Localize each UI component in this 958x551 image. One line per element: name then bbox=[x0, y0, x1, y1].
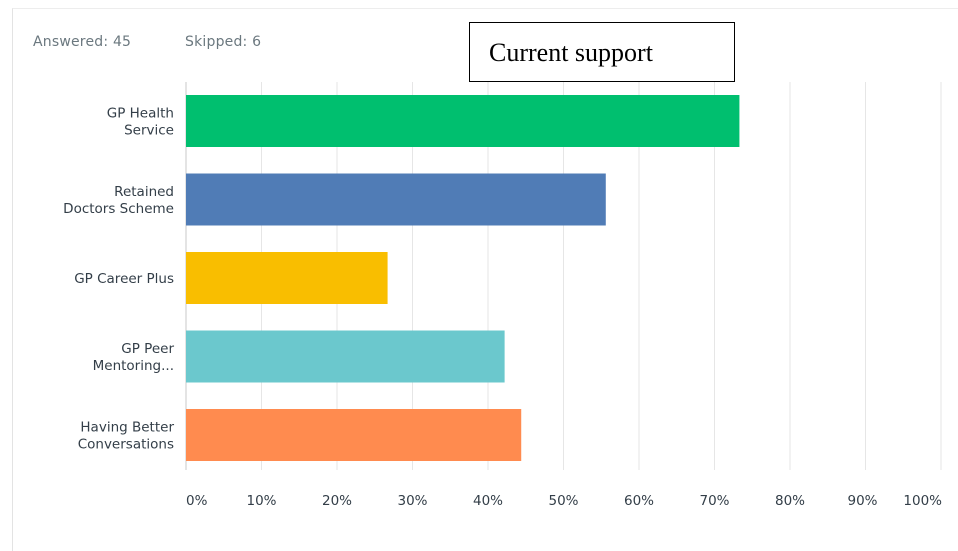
current-support-annotation: Current support bbox=[469, 22, 735, 82]
category-label: GP Career Plus bbox=[74, 271, 174, 287]
category-label: Service bbox=[124, 123, 174, 139]
answered-label: Answered: bbox=[33, 34, 109, 50]
x-tick-label: 80% bbox=[775, 493, 805, 509]
category-label: GP Health bbox=[107, 106, 174, 122]
bar bbox=[186, 409, 522, 461]
x-tick-label: 70% bbox=[699, 493, 729, 509]
bar bbox=[186, 173, 606, 226]
x-tick-label: 0% bbox=[186, 493, 208, 509]
chart-frame bbox=[12, 8, 958, 551]
skipped-value: 6 bbox=[252, 34, 262, 50]
skipped-label: Skipped: bbox=[185, 34, 248, 50]
bar bbox=[186, 95, 740, 147]
x-tick-label: 40% bbox=[473, 493, 503, 509]
x-tick-label: 90% bbox=[847, 493, 877, 509]
category-label: Having Better bbox=[80, 420, 174, 436]
bar bbox=[186, 330, 505, 383]
x-tick-label: 30% bbox=[397, 493, 427, 509]
answered-count: Answered: 45 bbox=[33, 34, 131, 50]
x-tick-label: 50% bbox=[548, 493, 578, 509]
x-tick-label: 20% bbox=[322, 493, 352, 509]
category-label: Conversations bbox=[78, 437, 174, 453]
answered-value: 45 bbox=[112, 34, 132, 50]
x-tick-label: 60% bbox=[624, 493, 654, 509]
bar bbox=[186, 252, 388, 304]
skipped-count: Skipped: 6 bbox=[185, 34, 261, 50]
category-label: Mentoring... bbox=[93, 358, 174, 374]
category-label: Retained bbox=[114, 184, 174, 200]
category-label: Doctors Scheme bbox=[63, 201, 174, 217]
x-tick-label: 100% bbox=[903, 493, 942, 509]
category-label: GP Peer bbox=[121, 341, 174, 357]
x-tick-label: 10% bbox=[246, 493, 276, 509]
